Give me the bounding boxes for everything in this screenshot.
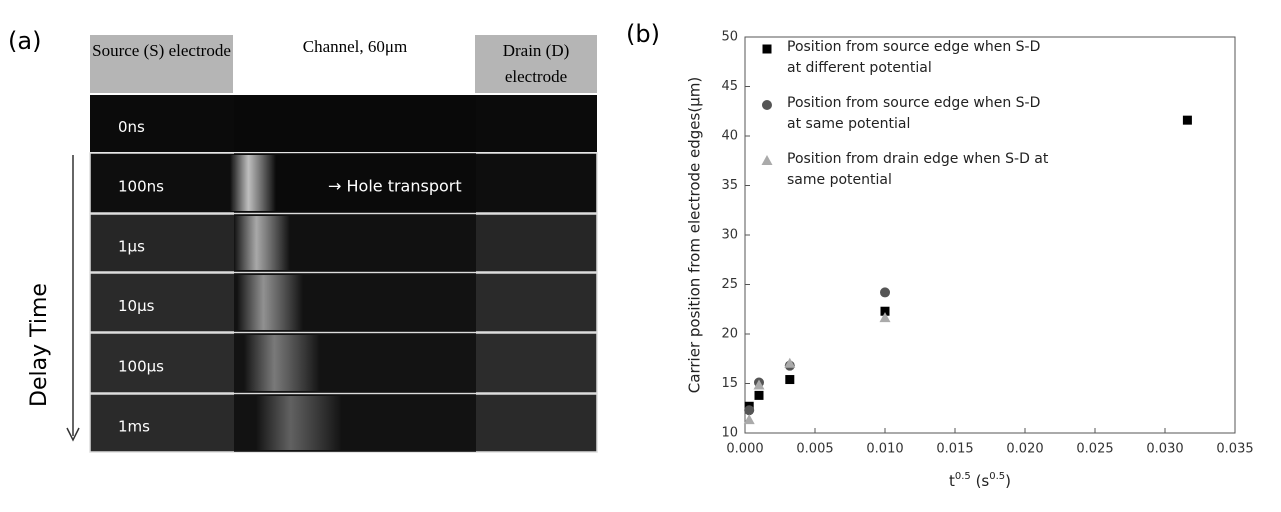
panel-b: (b) 10 15 20 25 30 35 40 45 50 0.000 0.005 0.010 0.01… xyxy=(626,20,1254,490)
x-tick-label: 0.020 xyxy=(1006,442,1043,457)
y-axis-label: Carrier position from electrode edges(μm… xyxy=(686,77,704,393)
streak xyxy=(237,275,303,330)
arrow-head xyxy=(66,427,80,442)
channel xyxy=(234,95,476,152)
x-axis-label-part: 0.5 xyxy=(989,471,1005,482)
x-axis-label: t0.5 (s0.5) xyxy=(949,471,1011,490)
y-tick-label: 50 xyxy=(721,30,738,45)
row-label: 100ns xyxy=(118,178,164,196)
streak xyxy=(230,155,276,211)
y-tick-label: 30 xyxy=(721,228,738,243)
y-tick-label: 15 xyxy=(721,376,738,391)
x-tick-label: 0.030 xyxy=(1146,442,1183,457)
y-tick-label: 35 xyxy=(721,178,738,193)
x-axis-label-part: (s xyxy=(971,472,990,490)
legend-entry: Position from source edge when S-D at di… xyxy=(787,39,1041,76)
row-label: 10μs xyxy=(118,297,155,315)
legend-marker xyxy=(762,100,772,110)
point xyxy=(743,414,755,425)
drain-box xyxy=(475,35,597,93)
streak xyxy=(256,396,342,450)
row-label: 1ms xyxy=(118,418,150,436)
drain-header-box: Drain (D) electrode xyxy=(502,41,570,86)
row-label: 0ns xyxy=(118,118,145,136)
streak xyxy=(234,216,290,270)
streak xyxy=(244,335,320,391)
y-tick-label: 20 xyxy=(721,327,738,342)
x-tick-label: 0.025 xyxy=(1076,442,1113,457)
x-tick-label: 0.005 xyxy=(796,442,833,457)
legend-entry: Position from drain edge when S-D at sam… xyxy=(787,151,1049,188)
panel-label: (a) xyxy=(8,27,41,55)
legend-entry: Position from source edge when S-D at sa… xyxy=(787,95,1041,132)
row-label: 100μs xyxy=(118,358,164,376)
panel-label: (b) xyxy=(626,20,660,48)
drain-header: Drain (D) electrode xyxy=(502,41,570,86)
source-header: Source (S) electrode xyxy=(92,41,231,60)
y-tick-label: 10 xyxy=(721,426,738,441)
x-axis-label-part: ) xyxy=(1005,472,1011,490)
y-tick-label: 40 xyxy=(721,129,738,144)
point xyxy=(785,375,795,385)
source-box xyxy=(90,35,233,93)
axis-label: Delay Time xyxy=(27,283,52,407)
point xyxy=(879,312,891,323)
legend-marker xyxy=(762,44,772,54)
point xyxy=(754,390,764,400)
x-tick-label: 0.000 xyxy=(726,442,763,457)
point xyxy=(744,405,755,416)
x-tick-label: 0.010 xyxy=(866,442,903,457)
point xyxy=(753,379,765,390)
source-header-box: Source (S) electrode xyxy=(92,41,231,60)
x-tick-label: 0.015 xyxy=(936,442,973,457)
point xyxy=(880,287,890,298)
row-label: 1μs xyxy=(118,238,145,256)
annotation: → Hole transport xyxy=(328,177,462,196)
x-tick-label: 0.035 xyxy=(1216,442,1253,457)
legend-marker xyxy=(761,155,773,165)
y-tick-label: 25 xyxy=(721,277,738,292)
y-tick-label: 45 xyxy=(721,79,738,94)
x-axis-label-part: t xyxy=(949,472,955,490)
point xyxy=(1182,115,1192,125)
point xyxy=(784,357,796,368)
x-axis-label-part: 0.5 xyxy=(955,471,971,482)
panel-a: (a) Source (S) electrode Drain (D) elect… xyxy=(8,27,598,453)
point xyxy=(880,306,890,316)
channel-header: Channel, 60μm xyxy=(303,37,408,56)
